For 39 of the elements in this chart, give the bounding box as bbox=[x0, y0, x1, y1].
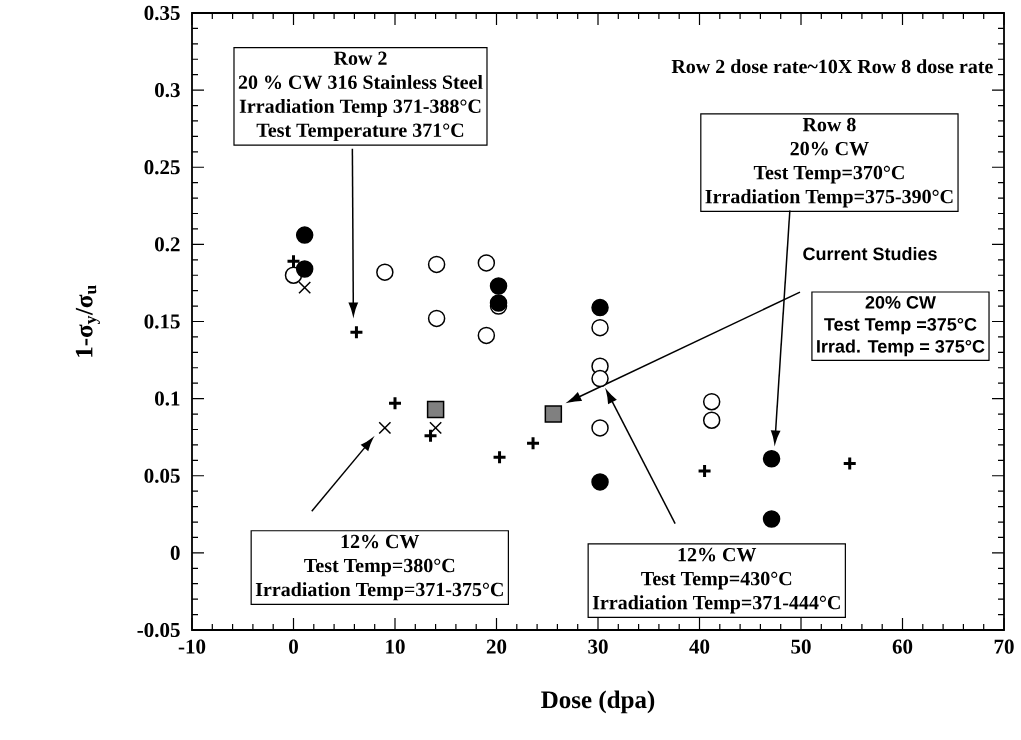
x-tick-label: 30 bbox=[588, 639, 608, 654]
y-tick-label: -0.05 bbox=[137, 622, 180, 638]
annotation: 12% CW bbox=[678, 547, 757, 562]
annotation: Test Temp=380°C bbox=[304, 558, 455, 577]
x-tick-label: 50 bbox=[791, 639, 811, 654]
annotation: Row 8 bbox=[802, 117, 856, 132]
annotation: 20% CW bbox=[790, 141, 869, 156]
y-tick-label: 0 bbox=[170, 545, 180, 560]
annotation: Current Studies bbox=[803, 247, 937, 261]
annotation: Test Temp=430°C bbox=[641, 571, 792, 590]
x-tick-label: 20 bbox=[486, 639, 507, 654]
annotation: Test Temperature 371°C bbox=[256, 123, 464, 142]
y-tick-label: 0.25 bbox=[144, 160, 180, 175]
x-tick-label: 70 bbox=[994, 639, 1014, 654]
annotation: Irradiation Temp=371-444°C bbox=[592, 595, 840, 614]
annotation: 20% CW bbox=[865, 295, 936, 309]
x-axis-title: Dose (dpa) bbox=[541, 690, 655, 714]
annotation: Irradiation Temp 371-388°C bbox=[239, 98, 481, 118]
y-tick-label: 0.2 bbox=[155, 237, 180, 252]
y-tick-label: 0.05 bbox=[144, 468, 180, 483]
y-axis-title: 1-σ$_{y}$/σ$_{u}$ bbox=[75, 285, 100, 357]
annotation: Test Temp =375°C bbox=[824, 317, 977, 335]
annotation: Irradiation Temp=375-390°C bbox=[705, 189, 953, 208]
y-tick-label: 0.15 bbox=[144, 314, 180, 329]
x-tick-label: -10 bbox=[178, 639, 206, 654]
y-tick-label: 0.1 bbox=[155, 391, 180, 406]
x-tick-label: 10 bbox=[386, 639, 405, 654]
annotation: 12% CW bbox=[341, 534, 420, 549]
annotation: Row 2 bbox=[333, 51, 387, 65]
annotation: Irrad. Temp = 375°C bbox=[817, 339, 985, 357]
y-tick-label: 0.35 bbox=[144, 5, 180, 21]
annotation: Row 2 dose rate~10X Row 8 dose rate bbox=[671, 59, 993, 74]
annotation: 20 % CW 316 Stainless Steel bbox=[238, 74, 483, 90]
annotation: Test Temp=370°C bbox=[753, 165, 904, 184]
x-tick-label: 60 bbox=[892, 639, 913, 654]
annotation: Irradiation Temp=371-375°C bbox=[255, 582, 503, 601]
x-tick-label: 0 bbox=[289, 639, 298, 654]
x-tick-label: 40 bbox=[689, 639, 710, 654]
y-tick-label: 0.3 bbox=[155, 83, 180, 98]
